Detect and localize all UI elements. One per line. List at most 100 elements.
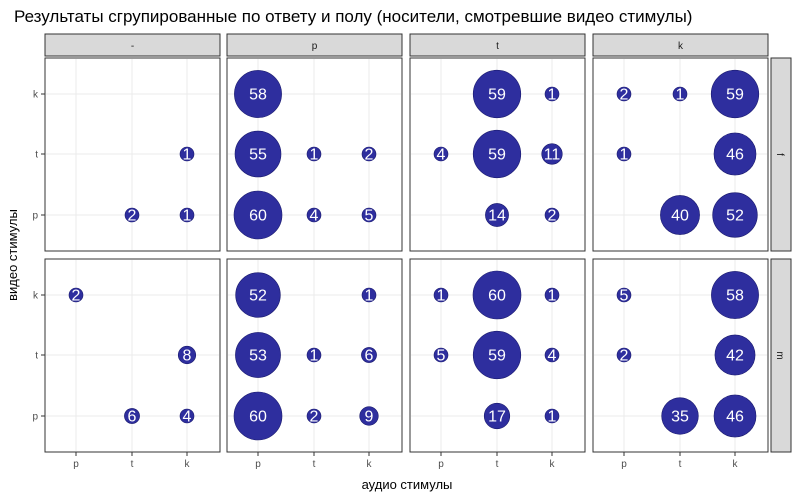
bubble-point <box>472 270 522 320</box>
bubble-point <box>68 287 84 303</box>
bubble-count-label: 8 <box>183 348 192 365</box>
bubble-point <box>661 397 699 435</box>
bubble-count-label: 58 <box>726 288 744 305</box>
bubble-count-label: 11 <box>544 147 561 164</box>
panel-border <box>592 57 769 252</box>
facet-strip-col-1 <box>226 33 403 57</box>
bubble-point <box>714 334 756 376</box>
x-tick-label-p: p <box>438 459 444 470</box>
bubble-count-label: 59 <box>488 147 506 164</box>
bubble-count-label: 52 <box>249 288 267 305</box>
x-tick-label-k: k <box>733 459 739 470</box>
bubble-count-label: 1 <box>620 147 629 164</box>
bubble-point <box>233 190 283 240</box>
bubble-point <box>483 402 511 430</box>
bubble-point <box>544 347 560 363</box>
bubble-point <box>234 130 282 178</box>
x-tick-label-t: t <box>679 459 682 470</box>
y-tick-label-k: k <box>33 291 39 302</box>
bubble-point <box>234 70 282 118</box>
bubble-count-label: 6 <box>365 348 374 365</box>
bubble-count-label: 42 <box>726 348 744 365</box>
facet-strip-row-m <box>770 258 792 453</box>
bubble-point <box>306 146 322 162</box>
bubble-point <box>233 391 283 441</box>
facet-strip-col-0 <box>44 33 221 57</box>
x-tick-label-p: p <box>73 459 79 470</box>
bubble-point <box>712 192 758 238</box>
x-axis-title: аудио стимулы <box>362 477 453 492</box>
bubble-point <box>544 86 560 102</box>
bubble-count-label: 2 <box>128 208 137 225</box>
bubble-count-label: 59 <box>488 348 506 365</box>
facet-strip-label-col-3: k <box>678 41 684 52</box>
x-tick-label-k: k <box>367 459 373 470</box>
bubble-point <box>306 347 322 363</box>
bubble-count-label: 60 <box>488 288 506 305</box>
bubble-point <box>710 69 760 119</box>
bubble-count-label: 1 <box>548 288 557 305</box>
bubble-point <box>177 345 197 365</box>
bubble-count-label: 5 <box>437 348 446 365</box>
bubble-count-label: 2 <box>548 208 557 225</box>
bubble-point <box>179 146 195 162</box>
bubble-point <box>306 408 322 424</box>
bubble-count-label: 1 <box>548 87 557 104</box>
x-tick-label-t: t <box>496 459 499 470</box>
y-tick-label-k: k <box>33 90 39 101</box>
bubble-count-label: 2 <box>620 348 629 365</box>
bubble-count-label: 52 <box>726 208 744 225</box>
bubble-count-label: 46 <box>726 409 744 426</box>
bubble-point <box>660 195 700 235</box>
panel-border <box>226 57 403 252</box>
bubble-count-label: 4 <box>548 348 557 365</box>
bubble-point <box>361 207 377 223</box>
bubble-point <box>124 408 140 424</box>
bubble-point <box>433 287 449 303</box>
facet-strip-label-col-1: p <box>312 41 318 52</box>
bubble-count-label: 58 <box>249 87 267 104</box>
y-axis-title: видео стимулы <box>5 209 20 301</box>
bubble-point <box>359 406 379 426</box>
facet-strip-col-2 <box>409 33 586 57</box>
bubble-point <box>616 347 632 363</box>
bubble-count-label: 1 <box>183 208 192 225</box>
bubble-point <box>361 287 377 303</box>
bubble-point <box>235 272 281 318</box>
facet-strip-label-row-m: m <box>774 351 785 359</box>
bubble-count-label: 4 <box>183 409 192 426</box>
bubble-point <box>472 129 522 179</box>
bubble-point <box>616 287 632 303</box>
bubble-count-label: 2 <box>310 409 319 426</box>
y-tick-label-p: p <box>32 412 38 423</box>
bubble-count-label: 4 <box>437 147 446 164</box>
bubble-point <box>361 347 377 363</box>
bubble-point <box>472 330 522 380</box>
bubble-count-label: 59 <box>726 87 744 104</box>
bubble-count-label: 40 <box>671 208 689 225</box>
facet-strip-label-row-f: f <box>774 153 785 156</box>
bubble-count-label: 59 <box>488 87 506 104</box>
x-tick-label-p: p <box>621 459 627 470</box>
bubble-point <box>124 207 140 223</box>
bubble-count-label: 6 <box>128 409 137 426</box>
y-tick-label-t: t <box>35 351 38 362</box>
bubble-point <box>711 271 759 319</box>
bubble-point <box>472 69 522 119</box>
bubble-count-label: 2 <box>72 288 81 305</box>
facet-strip-row-f <box>770 57 792 252</box>
x-tick-label-p: p <box>255 459 261 470</box>
y-tick-label-p: p <box>32 211 38 222</box>
bubble-point <box>179 408 195 424</box>
bubble-count-label: 1 <box>310 348 319 365</box>
bubble-count-label: 1 <box>365 288 374 305</box>
x-tick-label-k: k <box>550 459 556 470</box>
bubble-point <box>306 207 322 223</box>
x-tick-label-k: k <box>185 459 191 470</box>
bubble-count-label: 1 <box>676 87 685 104</box>
bubble-point <box>179 207 195 223</box>
bubble-point <box>544 287 560 303</box>
bubble-count-label: 2 <box>620 87 629 104</box>
bubble-count-label: 1 <box>183 147 192 164</box>
bubble-point <box>541 143 563 165</box>
